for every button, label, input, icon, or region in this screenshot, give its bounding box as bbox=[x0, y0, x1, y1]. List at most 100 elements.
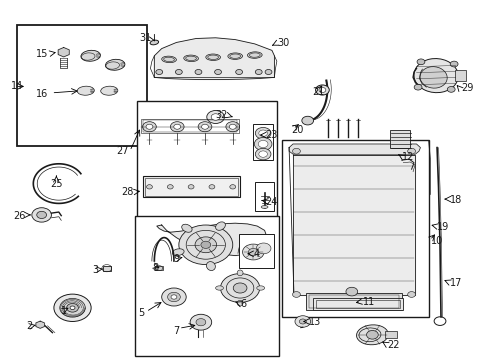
Circle shape bbox=[195, 237, 217, 253]
Circle shape bbox=[367, 330, 378, 339]
Text: 32: 32 bbox=[216, 110, 228, 120]
Text: 26: 26 bbox=[13, 211, 25, 221]
Circle shape bbox=[417, 59, 425, 65]
Circle shape bbox=[54, 294, 91, 321]
Text: 23: 23 bbox=[266, 130, 278, 140]
Polygon shape bbox=[289, 144, 420, 155]
Circle shape bbox=[195, 69, 202, 75]
Bar bbox=[306, 293, 402, 310]
Bar bbox=[282, 140, 429, 317]
Ellipse shape bbox=[150, 40, 159, 45]
Ellipse shape bbox=[237, 300, 243, 306]
Text: 7: 7 bbox=[173, 326, 179, 336]
Circle shape bbox=[32, 208, 51, 222]
Text: 3: 3 bbox=[92, 265, 98, 275]
Ellipse shape bbox=[414, 59, 458, 93]
Circle shape bbox=[37, 211, 47, 219]
Circle shape bbox=[255, 69, 262, 75]
Ellipse shape bbox=[182, 224, 192, 232]
Bar bbox=[390, 130, 410, 148]
Circle shape bbox=[259, 130, 268, 136]
Text: 24: 24 bbox=[266, 197, 278, 207]
Ellipse shape bbox=[247, 52, 262, 58]
Circle shape bbox=[259, 151, 268, 157]
Bar bbox=[137, 101, 277, 220]
Text: 19: 19 bbox=[437, 222, 449, 232]
Bar bbox=[239, 234, 274, 268]
Circle shape bbox=[316, 85, 329, 95]
Text: 1: 1 bbox=[61, 306, 67, 316]
Circle shape bbox=[156, 69, 163, 75]
Circle shape bbox=[171, 122, 184, 132]
Circle shape bbox=[143, 122, 156, 132]
Text: 4: 4 bbox=[254, 249, 260, 259]
Ellipse shape bbox=[162, 56, 176, 63]
Circle shape bbox=[67, 303, 78, 312]
Text: 27: 27 bbox=[116, 146, 128, 156]
Ellipse shape bbox=[172, 249, 184, 256]
Bar bbox=[309, 295, 399, 308]
Text: 10: 10 bbox=[431, 236, 443, 246]
Circle shape bbox=[201, 124, 208, 129]
Text: 12: 12 bbox=[402, 152, 414, 162]
Ellipse shape bbox=[261, 206, 268, 208]
Bar bbox=[17, 25, 147, 146]
Text: 28: 28 bbox=[121, 187, 133, 197]
Text: 21: 21 bbox=[312, 87, 325, 97]
Circle shape bbox=[230, 185, 236, 189]
Polygon shape bbox=[154, 38, 274, 80]
Circle shape bbox=[295, 316, 311, 327]
Ellipse shape bbox=[257, 286, 265, 290]
Polygon shape bbox=[58, 48, 69, 57]
Circle shape bbox=[198, 122, 212, 132]
Text: 29: 29 bbox=[462, 83, 474, 93]
Circle shape bbox=[188, 185, 194, 189]
Circle shape bbox=[220, 274, 260, 302]
Circle shape bbox=[174, 124, 181, 129]
Bar bbox=[316, 300, 400, 308]
Ellipse shape bbox=[206, 54, 220, 60]
Circle shape bbox=[60, 298, 85, 317]
Text: 15: 15 bbox=[36, 49, 48, 59]
Text: 30: 30 bbox=[277, 38, 289, 48]
Circle shape bbox=[171, 295, 177, 299]
Text: 18: 18 bbox=[450, 195, 462, 205]
Ellipse shape bbox=[81, 50, 100, 61]
Ellipse shape bbox=[228, 53, 243, 59]
Circle shape bbox=[175, 69, 182, 75]
Circle shape bbox=[293, 148, 300, 154]
Ellipse shape bbox=[357, 325, 388, 345]
Bar bbox=[155, 266, 163, 270]
Circle shape bbox=[146, 124, 153, 129]
Polygon shape bbox=[157, 223, 267, 256]
Circle shape bbox=[209, 185, 215, 189]
Bar bbox=[143, 120, 237, 132]
Text: 6: 6 bbox=[240, 299, 246, 309]
Polygon shape bbox=[293, 155, 415, 295]
Circle shape bbox=[447, 86, 455, 92]
Bar bbox=[385, 331, 397, 338]
Circle shape bbox=[258, 140, 268, 148]
Text: 9: 9 bbox=[173, 254, 179, 264]
Ellipse shape bbox=[216, 222, 225, 230]
Bar bbox=[455, 70, 466, 81]
Circle shape bbox=[196, 319, 206, 326]
Circle shape bbox=[147, 185, 152, 189]
Circle shape bbox=[299, 319, 306, 324]
Circle shape bbox=[254, 138, 272, 150]
Circle shape bbox=[414, 84, 422, 90]
Text: 11: 11 bbox=[363, 297, 375, 307]
Ellipse shape bbox=[237, 270, 243, 276]
Circle shape bbox=[168, 292, 180, 302]
Circle shape bbox=[450, 61, 458, 67]
Text: 13: 13 bbox=[309, 317, 321, 327]
Bar bbox=[143, 176, 240, 197]
Circle shape bbox=[255, 148, 271, 160]
Circle shape bbox=[226, 122, 240, 132]
Circle shape bbox=[265, 69, 272, 75]
Text: 5: 5 bbox=[138, 308, 145, 318]
Circle shape bbox=[207, 111, 224, 123]
Bar bbox=[313, 298, 403, 310]
Text: 8: 8 bbox=[153, 263, 159, 273]
Bar bbox=[141, 119, 239, 133]
